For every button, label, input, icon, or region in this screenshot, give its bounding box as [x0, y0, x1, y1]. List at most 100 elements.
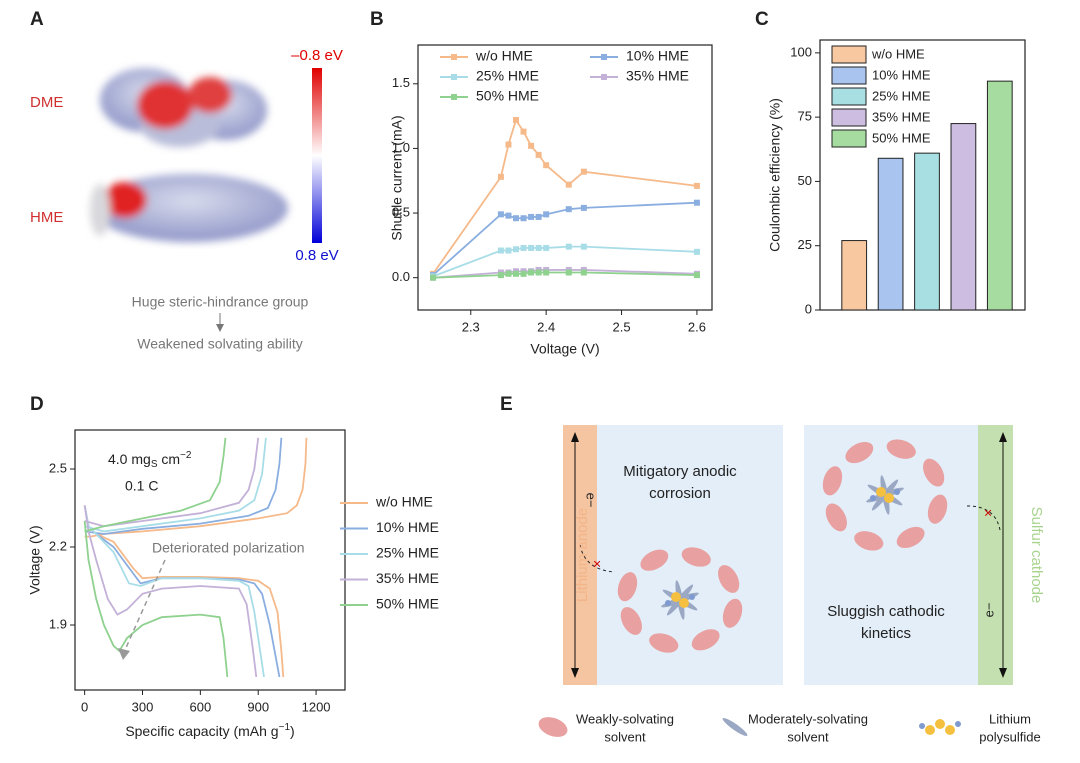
annotation: Deteriorated polarization	[152, 540, 305, 556]
data-point	[543, 244, 550, 251]
bar	[950, 123, 977, 311]
weak-solvent	[825, 503, 847, 532]
data-point	[505, 212, 512, 219]
series-line	[84, 437, 267, 533]
series-line	[84, 437, 308, 538]
colorbar-min: 0.8 eV	[295, 247, 338, 264]
anode-text: corrosion	[649, 485, 711, 502]
data-point	[505, 270, 512, 277]
data-point	[528, 142, 535, 149]
electrolyte	[804, 425, 978, 685]
series-line	[432, 201, 697, 276]
weak-solvent	[691, 629, 720, 651]
weak-solvent	[722, 598, 743, 628]
y-axis-label: Voltage (V)	[27, 525, 43, 594]
legend-label: 50% HME	[872, 130, 931, 145]
legend-label: 50% HME	[376, 596, 439, 612]
weak-solvent	[845, 441, 874, 464]
x-tick-label: 1200	[302, 699, 331, 714]
data-point	[497, 173, 504, 180]
cathode-text: Sluggish cathodic	[827, 603, 945, 620]
series-line	[84, 437, 227, 533]
legend-text: polysulfide	[979, 729, 1040, 744]
data-point	[543, 211, 550, 218]
annotation-part: 4.0 mg	[108, 451, 151, 467]
legend-marker	[451, 54, 457, 60]
bar	[914, 152, 940, 311]
legend-marker	[601, 54, 607, 60]
colorbar-max: –0.8 eV	[291, 47, 343, 64]
data-point	[535, 269, 542, 276]
polysulfide	[689, 594, 695, 600]
series-line	[84, 437, 283, 535]
panel-label: A	[30, 9, 44, 30]
legend-swatch	[831, 45, 867, 64]
annotation-part: −2	[180, 450, 192, 461]
anode	[563, 425, 597, 685]
x-tick-label: 900	[247, 699, 269, 714]
y-axis-label: Shuttle current (mA)	[389, 115, 405, 240]
data-point	[513, 270, 519, 277]
data-point	[580, 243, 587, 250]
y-tick-label: 75	[798, 109, 812, 124]
y-tick-label: 0	[805, 301, 812, 316]
x-tick-label: 2.3	[462, 319, 480, 334]
plot-frame	[74, 429, 346, 691]
panel-label: C	[755, 9, 769, 30]
panel-label: E	[500, 394, 513, 415]
y-axis-label: Coulombic efficiency (%)	[767, 98, 783, 252]
annotation-part: S	[151, 459, 158, 470]
data-point	[543, 162, 550, 169]
legend-label: 25% HME	[476, 68, 539, 84]
polarization-arrow-head	[118, 648, 130, 660]
x-axis-label: Voltage (V)	[530, 341, 599, 357]
electron-path	[579, 544, 616, 573]
weak-solvent	[886, 439, 916, 459]
polysulfide	[884, 493, 894, 503]
legend-label: 10% HME	[376, 519, 439, 535]
data-point	[693, 199, 700, 206]
legend-marker	[451, 74, 457, 80]
y-tick-label: 0.0	[392, 269, 410, 284]
y-tick-label: 100	[790, 44, 812, 59]
x-tick-label: 2.5	[612, 319, 630, 334]
legend-icon	[538, 717, 568, 737]
weak-solvent	[923, 458, 945, 487]
plot-frame	[417, 44, 713, 311]
data-point	[528, 213, 535, 220]
legend-text: Moderately-solvating	[748, 711, 868, 726]
legend-label: 10% HME	[626, 48, 689, 64]
anode-text: Mitigatory anodic	[623, 463, 737, 480]
cathode-label: Sulfur cathode	[1028, 507, 1045, 604]
legend-swatch	[831, 66, 867, 85]
legend-text: Lithium	[989, 711, 1031, 726]
data-point	[693, 248, 700, 255]
y-tick-label: 2.2	[49, 538, 67, 553]
hme-molecule	[90, 174, 288, 242]
data-point	[565, 269, 572, 276]
legend-swatch	[831, 108, 867, 127]
data-point	[497, 272, 504, 279]
dme-molecule	[100, 68, 267, 147]
legend-label: w/o HME	[475, 48, 533, 64]
data-point	[430, 274, 437, 281]
data-point	[520, 244, 527, 251]
x-tick-label: 0	[81, 699, 88, 714]
x-axis-label-part: −1	[279, 722, 291, 733]
data-point	[513, 246, 519, 253]
y-tick-label: 50	[798, 173, 812, 188]
x-tick-label: 600	[190, 699, 212, 714]
y-tick-label: 1.0	[392, 140, 410, 155]
legend-icon	[722, 718, 748, 736]
annotation: 4.0 mgS cm−2	[108, 450, 192, 470]
panel-a: A DME HME –0.8 eV 0.8 eV Huge steric-hin…	[30, 9, 343, 352]
electron: e−	[584, 493, 599, 508]
data-point	[505, 141, 512, 148]
data-point	[513, 116, 519, 123]
data-point	[513, 215, 519, 222]
legend-label: 25% HME	[872, 88, 931, 103]
cross: ×	[593, 556, 601, 572]
polysulfide	[894, 489, 900, 495]
legend-label: w/o HME	[375, 494, 433, 510]
panel-label: B	[370, 9, 384, 30]
